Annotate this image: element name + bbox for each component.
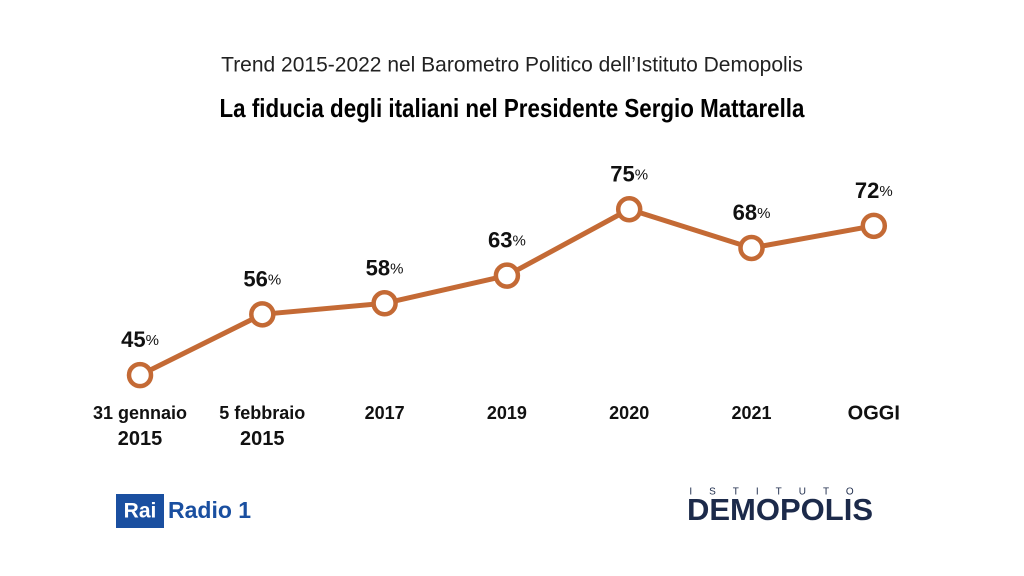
chart-title: La fiducia degli italiani nel Presidente… [220, 94, 805, 123]
point [249, 301, 276, 328]
x-tick-label: 2017 [365, 403, 405, 423]
data-label: 63% [488, 227, 526, 252]
x-tick-label: 2019 [487, 403, 527, 423]
x-tick-label: 31 gennaio 2015 [93, 403, 187, 451]
data-label: 68% [733, 200, 771, 225]
point [371, 290, 398, 317]
radio-logo: Radio 1 [168, 497, 251, 523]
x-tick-label: 2020 [609, 403, 649, 423]
chart-subtitle: Trend 2015-2022 nel Barometro Politico d… [221, 54, 803, 77]
data-label: 75% [610, 161, 648, 186]
point [860, 212, 888, 240]
demopolis-logo: DEMOPOLIS [687, 492, 873, 527]
data-label: 45% [121, 327, 159, 352]
point [615, 196, 643, 223]
point [493, 262, 521, 289]
istituto-logo: ISTITUTO [689, 487, 870, 498]
data-label: 72% [855, 178, 893, 203]
point [738, 234, 765, 262]
data-label: 58% [366, 255, 404, 280]
x-tick-label: OGGI [848, 402, 900, 424]
x-tick-label: 2021 [731, 403, 771, 423]
rai-box [116, 494, 164, 528]
point [126, 361, 154, 389]
x-tick-label: 5 febbraio 2015 [219, 403, 305, 451]
rai-logo: Rai [124, 500, 157, 523]
data-label: 56% [243, 266, 281, 291]
